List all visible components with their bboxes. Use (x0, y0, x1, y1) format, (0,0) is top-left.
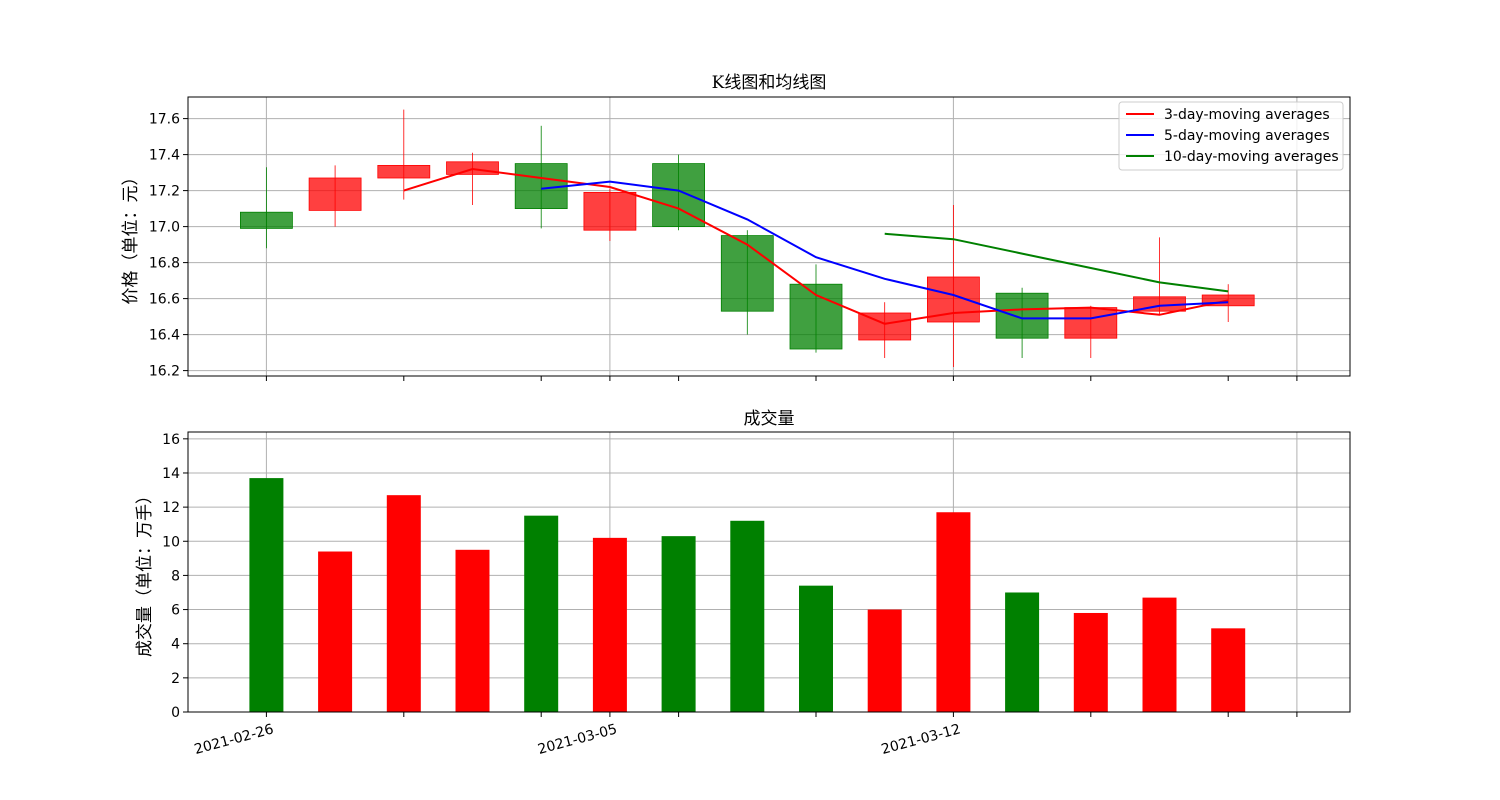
candle-body (720, 235, 774, 312)
volume-bar (318, 551, 353, 712)
volume-chart-title: 成交量 (744, 409, 795, 429)
volume-bar (799, 585, 833, 712)
price-y-tick-label: 17.6 (149, 112, 180, 128)
price-y-tick-label: 17.4 (149, 148, 180, 164)
price-y-ticks: 16.2 16.4 16.6 16.8 17.0 17.2 17.4 17.6 (149, 112, 188, 380)
volume-bar (455, 549, 490, 712)
volume-bar (249, 478, 284, 712)
volume-y-tick-label: 12 (162, 500, 180, 516)
volume-axes-frame (187, 431, 1351, 713)
volume-y-ticks: 0 2 4 6 8 10 12 14 16 (162, 432, 188, 721)
volume-bar (1005, 592, 1040, 712)
moving-average-line-1 (541, 180, 1229, 320)
volume-y-tick-label: 4 (171, 637, 180, 653)
legend-box (1118, 101, 1344, 171)
price-axes-frame (187, 96, 1351, 377)
legend-label-ma10: 10-day-moving averages (1164, 149, 1339, 165)
price-y-tick-label: 16.6 (149, 292, 180, 308)
volume-bars (249, 478, 1246, 712)
price-y-tick-label: 16.8 (149, 256, 180, 272)
volume-y-tick-label: 10 (162, 534, 180, 550)
candle-body (927, 276, 980, 323)
volume-y-tick-label: 14 (162, 466, 180, 482)
candle-body (377, 164, 431, 179)
volume-y-tick-label: 16 (162, 432, 180, 448)
volume-y-tick-label: 0 (171, 705, 180, 721)
moving-average-lines (403, 167, 1229, 325)
volume-y-tick-label: 8 (171, 568, 180, 584)
candle-body (1064, 307, 1118, 339)
volume-y-tick-label: 2 (171, 671, 180, 687)
legend: 3-day-moving averages 5-day-moving avera… (1118, 101, 1344, 171)
moving-average-line-2 (884, 232, 1229, 293)
volume-bar (1211, 628, 1246, 712)
legend-label-ma3: 3-day-moving averages (1164, 107, 1330, 123)
volume-bar (867, 609, 902, 712)
candle-body (308, 177, 362, 211)
price-y-tick-label: 16.4 (149, 328, 180, 344)
price-panel: K线图和均线图 16.2 16.4 16.6 16.8 17.0 17.2 17.4 17.6… (121, 73, 1351, 381)
moving-average-line-0 (403, 167, 1229, 325)
candle-body (583, 191, 637, 231)
price-x-ticks (265, 376, 1298, 381)
volume-bar (592, 537, 627, 712)
price-y-tick-label: 17.0 (149, 220, 180, 236)
price-y-tick-label: 16.2 (149, 364, 180, 380)
volume-bar (524, 515, 559, 712)
volume-bar (661, 536, 696, 712)
price-y-tick-label: 17.2 (149, 184, 180, 200)
legend-label-ma5: 5-day-moving averages (1164, 128, 1330, 144)
price-chart-title: K线图和均线图 (712, 73, 827, 93)
volume-bar (936, 512, 971, 712)
volume-y-tick-label: 6 (171, 603, 180, 619)
volume-y-axis-label: 成交量（单位：万手） (135, 487, 155, 657)
candle-body (995, 292, 1049, 339)
candle-body (239, 211, 293, 229)
volume-bar (1073, 612, 1108, 712)
volume-bar (1142, 597, 1177, 712)
volume-bar (386, 495, 421, 712)
candle-body (652, 163, 705, 228)
volume-bar (730, 520, 765, 712)
price-y-axis-label: 价格（单位：元） (121, 169, 141, 305)
